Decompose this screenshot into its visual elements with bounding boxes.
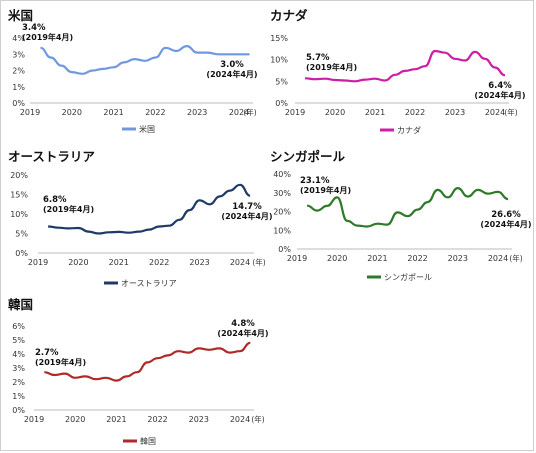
annotation-value: 3.0% — [220, 60, 244, 70]
annotation-date: (2019年4月) — [300, 185, 351, 195]
annotation-date: (2024年4月) — [480, 219, 531, 229]
x-tick-label: 2021 — [365, 108, 385, 117]
annotation-date: (2019年4月) — [22, 32, 73, 42]
x-tick-label: 2024 — [230, 415, 250, 424]
y-tick-label: 15% — [10, 191, 28, 200]
annotation-value: 6.4% — [488, 81, 512, 91]
x-tick-label: 2023 — [187, 108, 207, 117]
annotation-date: (2019年4月) — [306, 62, 357, 72]
y-tick-label: 5% — [15, 230, 28, 239]
x-tick-label: 2021 — [106, 415, 126, 424]
x-tick-label: 2021 — [367, 254, 387, 263]
y-tick-label: 30% — [273, 189, 291, 198]
x-tick-label: 2019 — [287, 254, 307, 263]
y-tick-label: 4% — [12, 350, 25, 359]
x-axis-unit: (年) — [243, 107, 256, 117]
y-tick-label: 4% — [12, 34, 25, 43]
y-tick-label: 20% — [10, 171, 28, 180]
x-tick-label: 2020 — [325, 108, 345, 117]
x-tick-label: 2020 — [65, 415, 85, 424]
annotation-date: (2024年4月) — [474, 90, 525, 100]
y-tick-label: 0% — [275, 99, 288, 108]
x-axis-unit: (年) — [504, 107, 517, 117]
y-tick-label: 10% — [270, 56, 288, 65]
x-tick-label: 2024 — [230, 258, 250, 267]
y-tick-label: 0% — [15, 249, 28, 258]
y-tick-label: 0% — [12, 406, 25, 415]
annotation-value: 5.7% — [306, 53, 330, 63]
x-tick-label: 2024 — [485, 108, 505, 117]
x-tick-label: 2022 — [147, 415, 167, 424]
x-tick-label: 2022 — [149, 258, 169, 267]
x-tick-label: 2023 — [189, 415, 209, 424]
chart-title-canada: カナダ — [270, 8, 308, 23]
annotation-value: 14.7% — [232, 202, 262, 212]
annotation-date: (2019年4月) — [43, 204, 94, 214]
annotation-date: (2024年4月) — [206, 69, 257, 79]
y-tick-label: 15% — [270, 34, 288, 43]
y-tick-label: 10% — [273, 226, 291, 235]
chart-title-australia: オーストラリア — [8, 149, 95, 164]
x-tick-label: 2022 — [407, 254, 427, 263]
legend-label: 米国 — [139, 124, 155, 134]
chart-title-korea: 韓国 — [8, 297, 34, 312]
x-tick-label: 2019 — [24, 415, 44, 424]
y-tick-label: 2% — [12, 378, 25, 387]
y-tick-label: 0% — [278, 245, 291, 254]
x-tick-label: 2020 — [327, 254, 347, 263]
y-tick-label: 10% — [10, 210, 28, 219]
y-tick-label: 1% — [12, 83, 25, 92]
annotation-date: (2024年4月) — [221, 211, 272, 221]
x-tick-label: 2023 — [189, 258, 209, 267]
annotation-value: 4.8% — [231, 319, 255, 329]
annotation-date: (2024年4月) — [217, 328, 268, 338]
x-tick-label: 2021 — [103, 108, 123, 117]
annotation-date: (2019年4月) — [35, 357, 86, 367]
x-tick-label: 2019 — [285, 108, 305, 117]
y-tick-label: 5% — [12, 336, 25, 345]
x-axis-unit: (年) — [509, 253, 522, 263]
chart-title-singapore: シンガポール — [270, 149, 346, 164]
y-tick-label: 1% — [12, 392, 25, 401]
annotation-value: 2.7% — [35, 348, 59, 358]
x-tick-label: 2024 — [229, 108, 249, 117]
x-axis-unit: (年) — [251, 414, 264, 424]
x-tick-label: 2022 — [405, 108, 425, 117]
x-tick-label: 2023 — [445, 108, 465, 117]
annotation-value: 23.1% — [300, 176, 330, 186]
x-axis-unit: (年) — [252, 257, 265, 267]
y-tick-label: 3% — [12, 364, 25, 373]
y-tick-label: 40% — [273, 170, 291, 179]
x-tick-label: 2024 — [488, 254, 508, 263]
y-tick-label: 5% — [275, 77, 288, 86]
y-tick-label: 20% — [273, 208, 291, 217]
x-tick-label: 2021 — [109, 258, 129, 267]
legend-label: オーストラリア — [121, 279, 177, 288]
legend-label: シンガポール — [384, 272, 432, 282]
x-tick-label: 2019 — [20, 108, 40, 117]
y-tick-label: 6% — [12, 322, 25, 331]
annotation-value: 6.8% — [43, 195, 67, 205]
annotation-value: 26.6% — [491, 210, 521, 220]
legend-label: 韓国 — [140, 436, 156, 446]
x-tick-label: 2019 — [28, 258, 48, 267]
annotation-value: 3.4% — [22, 23, 46, 33]
legend-label: カナダ — [397, 125, 421, 135]
y-tick-label: 3% — [12, 50, 25, 59]
chart-title-us: 米国 — [8, 8, 34, 23]
x-tick-label: 2022 — [145, 108, 165, 117]
y-tick-label: 0% — [12, 99, 25, 108]
x-tick-label: 2020 — [68, 258, 88, 267]
x-tick-label: 2023 — [448, 254, 468, 263]
x-tick-label: 2020 — [62, 108, 82, 117]
y-tick-label: 2% — [12, 67, 25, 76]
